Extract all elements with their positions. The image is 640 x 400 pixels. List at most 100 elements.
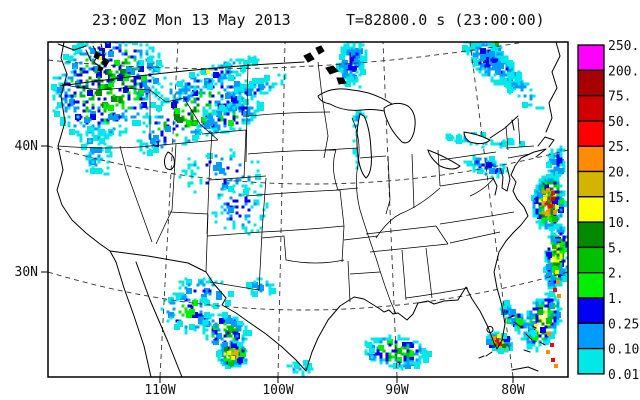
precip-cell [361, 55, 365, 59]
precip-cell [348, 75, 354, 81]
precip-cell [475, 52, 479, 56]
precip-cell [544, 217, 548, 221]
precip-cell [243, 111, 249, 117]
precip-cell [532, 205, 536, 209]
precip-cell [502, 82, 506, 86]
precip-cell [547, 298, 551, 302]
precip-cell [217, 100, 221, 104]
precip-cell [175, 292, 179, 296]
precip-cell [361, 58, 365, 62]
precip-cell [94, 127, 98, 131]
precip-cell [535, 304, 539, 308]
precip-cell [541, 178, 545, 182]
precip-cell [109, 88, 113, 92]
precip-cell [538, 199, 542, 203]
precip-cell [199, 70, 203, 74]
precip-cell [100, 169, 104, 173]
precip-cell [220, 358, 224, 362]
precip-cell [187, 85, 191, 89]
precip-cell [355, 115, 359, 119]
precip-cell [490, 79, 494, 83]
parallel-50n [48, 42, 527, 70]
precip-cell [151, 145, 155, 149]
precip-cell [352, 124, 356, 128]
precip-cell [145, 49, 149, 53]
precip-cell [220, 76, 224, 80]
precip-cell [163, 142, 167, 146]
precip-cell [253, 109, 257, 113]
precip-cell [136, 67, 140, 71]
precip-cell [199, 79, 203, 83]
precip-cell [544, 337, 548, 341]
precip-cell [501, 57, 507, 63]
precip-cell [532, 313, 536, 317]
precip-cell [514, 79, 518, 83]
precip-cell [229, 154, 233, 158]
precip-cell [193, 289, 197, 293]
precip-cell [356, 38, 359, 41]
precip-cell [106, 172, 110, 176]
precip-cell [116, 35, 119, 38]
precip-cell [475, 43, 479, 47]
precip-cell [196, 283, 200, 287]
precip-cell [223, 112, 227, 116]
precip-cell [205, 337, 209, 341]
precip-cell [184, 82, 188, 86]
precip-cell [529, 97, 533, 101]
precip-cell [244, 217, 248, 221]
precip-cell [150, 102, 156, 108]
precip-cell [382, 358, 386, 362]
precip-cell [501, 333, 507, 339]
coastlines [56, 42, 561, 377]
precip-cell [100, 130, 104, 134]
precip-cell [67, 82, 71, 86]
precip-cell [538, 319, 542, 323]
precip-cell [196, 313, 200, 317]
precip-cell [204, 288, 210, 294]
precip-cell [508, 82, 512, 86]
precip-cell [238, 364, 242, 368]
color-scale-legend: 250.200.75.50.25.20.15.10.5.2.1.0.250.10… [577, 39, 639, 383]
precip-cell [127, 106, 131, 110]
precip-cell [52, 76, 56, 80]
precip-cell [214, 172, 218, 176]
precip-cell [301, 373, 305, 377]
precip-cell [217, 193, 221, 197]
precip-cell [256, 199, 260, 203]
precip-cell [559, 163, 563, 167]
precip-cell [294, 363, 300, 369]
lake-ontario [463, 131, 491, 145]
precip-cell [190, 181, 194, 185]
precip-cell [451, 136, 455, 140]
precip-cell [507, 72, 513, 78]
precip-cell [82, 103, 86, 107]
precip-cell [547, 199, 551, 203]
precip-cell [228, 291, 234, 297]
precip-cell [259, 214, 263, 218]
precip-cell [340, 67, 344, 71]
precip-cell [202, 328, 206, 332]
precip-cell [91, 97, 95, 101]
precip-cell [247, 58, 251, 62]
precip-cell [403, 337, 407, 341]
precip-cell [250, 205, 254, 209]
precip-cell [67, 121, 71, 125]
precip-cell [85, 82, 89, 86]
precip-cell [388, 355, 392, 359]
precip-cell [105, 42, 111, 48]
precip-cell [69, 99, 75, 105]
precip-cell [88, 139, 92, 143]
precip-cell [64, 79, 68, 83]
precip-cell [493, 142, 497, 146]
precip-cell [223, 226, 227, 230]
precip-cell [190, 91, 194, 95]
precip-cell [535, 220, 539, 224]
precip-cell [244, 61, 248, 65]
precip-cell [394, 352, 398, 356]
legend-color-box [577, 297, 605, 324]
precip-cell [550, 229, 554, 233]
precip-cell [199, 94, 203, 98]
precip-cell [556, 298, 560, 302]
precip-cell [70, 103, 74, 107]
precip-cell [199, 91, 203, 95]
